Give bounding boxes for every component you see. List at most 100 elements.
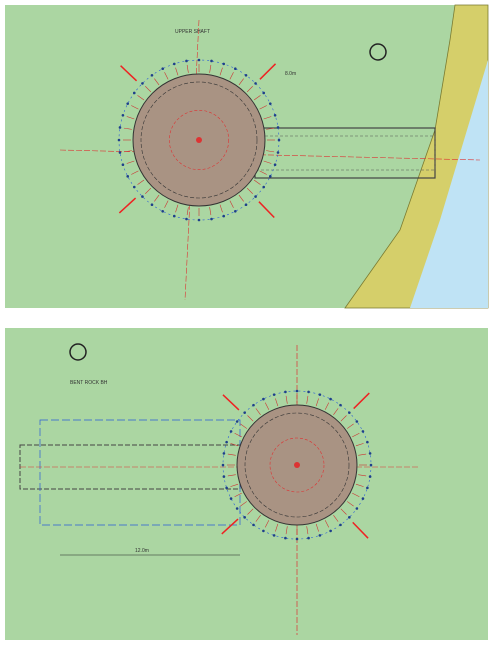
anchor-tick <box>355 443 364 447</box>
anchor-tick <box>137 179 145 185</box>
anchor-tick <box>247 508 254 515</box>
anchor-dot <box>329 397 332 401</box>
anchor-tick <box>238 78 244 86</box>
anchor-dot <box>273 113 277 117</box>
anchor-tick <box>346 423 354 429</box>
shaft-core <box>269 437 325 493</box>
anchor-dot <box>244 73 248 77</box>
anchor-dot <box>121 163 125 167</box>
anchor-dot <box>126 102 130 105</box>
anchor-dot <box>272 534 276 537</box>
anchor-dot <box>225 486 228 490</box>
anchor-tick <box>131 105 139 110</box>
anchor-tick <box>324 402 330 410</box>
anchor-tick <box>352 492 360 498</box>
anchor-dot <box>221 463 225 467</box>
anchor-dot <box>243 411 246 414</box>
anchor-dot <box>348 516 351 519</box>
anchor-tick <box>263 116 272 120</box>
anchor-tick <box>266 150 275 153</box>
anchor-tick <box>230 443 239 447</box>
anchor-tick <box>186 207 189 216</box>
anchor-dot <box>276 126 280 129</box>
anchor-dot <box>222 475 226 478</box>
anchor-tick <box>229 200 234 208</box>
anchor-dot <box>254 82 257 85</box>
anchor-tick <box>240 501 248 507</box>
anchor-tick <box>285 526 288 535</box>
anchor-tick <box>263 160 272 164</box>
anchor-dot <box>307 536 310 540</box>
red-arrow <box>352 521 369 539</box>
anchor-dot <box>369 463 373 467</box>
centre-point <box>196 137 202 143</box>
anchor-tick <box>154 194 160 202</box>
north-arrow <box>369 43 387 61</box>
anchor-tick <box>219 67 223 76</box>
north-arrow <box>69 343 87 361</box>
shaft <box>221 389 373 541</box>
anchor-tick <box>209 207 212 216</box>
anchor-tick <box>266 127 275 130</box>
label: BENT ROCK BH <box>70 380 108 386</box>
anchor-dot <box>368 475 372 478</box>
label: 12.0m <box>135 548 149 554</box>
anchor-tick <box>227 453 236 456</box>
anchor-tick <box>227 474 236 477</box>
anchor-dot <box>276 151 280 154</box>
anchor-dot <box>366 486 369 490</box>
red-arrow <box>258 201 275 218</box>
anchor-dot <box>243 516 246 519</box>
anchor-tick <box>154 78 160 86</box>
anchor-tick <box>315 523 319 532</box>
anchor-dot <box>126 175 130 178</box>
anchor-dot <box>118 126 122 129</box>
anchor-dot <box>234 67 237 71</box>
anchor-tick <box>164 200 169 208</box>
panel-bottom: BENT ROCK BH 12.0m <box>5 328 488 640</box>
anchor-tick <box>164 72 169 80</box>
label: UPPER SHAFT <box>175 29 210 35</box>
centre-point <box>294 462 300 468</box>
anchor-tick <box>229 72 234 80</box>
anchor-dot <box>295 389 299 393</box>
anchor-tick <box>238 194 244 202</box>
anchor-tick <box>131 170 139 175</box>
anchor-tick <box>145 187 152 194</box>
anchor-dot <box>121 113 125 117</box>
anchor-tick <box>123 150 132 153</box>
anchor-tick <box>253 179 261 185</box>
anchor-dot <box>355 420 359 423</box>
anchor-tick <box>255 514 261 522</box>
anchor-dot <box>117 138 121 142</box>
anchor-tick <box>324 520 330 528</box>
anchor-dot <box>132 185 136 189</box>
anchor-dot <box>244 203 248 207</box>
anchor-tick <box>123 127 132 130</box>
anchor-dot <box>262 91 266 95</box>
anchor-dot <box>210 217 213 221</box>
anchor-dot <box>235 420 239 423</box>
grout-zone <box>39 419 241 526</box>
anchor-dot <box>161 209 164 213</box>
shaft <box>117 58 281 222</box>
anchor-dot <box>185 217 188 221</box>
red-arrow <box>353 392 370 410</box>
shaft-core <box>169 110 230 171</box>
anchor-dot <box>307 390 310 394</box>
anchor-tick <box>259 105 267 110</box>
anchor-dot <box>229 497 233 500</box>
red-arrow <box>120 65 138 82</box>
anchor-dot <box>361 497 365 500</box>
anchor-dot <box>197 58 201 62</box>
anchor-dot <box>141 82 144 85</box>
anchor-dot <box>355 507 359 510</box>
anchor-dot <box>210 59 213 63</box>
anchor-dot <box>268 102 272 105</box>
red-arrow <box>259 63 277 80</box>
anchor-dot <box>234 209 237 213</box>
anchor-dot <box>172 214 176 218</box>
anchor-dot <box>254 195 257 198</box>
anchor-tick <box>126 116 135 120</box>
